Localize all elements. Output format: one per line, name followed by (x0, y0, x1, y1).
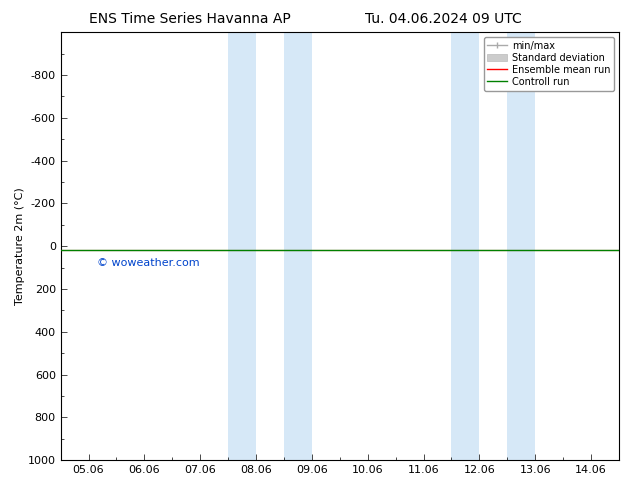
Text: ENS Time Series Havanna AP: ENS Time Series Havanna AP (89, 12, 291, 26)
Y-axis label: Temperature 2m (°C): Temperature 2m (°C) (15, 187, 25, 305)
Bar (507, 32, 535, 460)
Bar (228, 32, 256, 460)
Bar (451, 32, 479, 460)
Legend: min/max, Standard deviation, Ensemble mean run, Controll run: min/max, Standard deviation, Ensemble me… (484, 37, 614, 91)
Text: Tu. 04.06.2024 09 UTC: Tu. 04.06.2024 09 UTC (365, 12, 522, 26)
Text: © woweather.com: © woweather.com (97, 258, 200, 268)
Bar (284, 32, 312, 460)
